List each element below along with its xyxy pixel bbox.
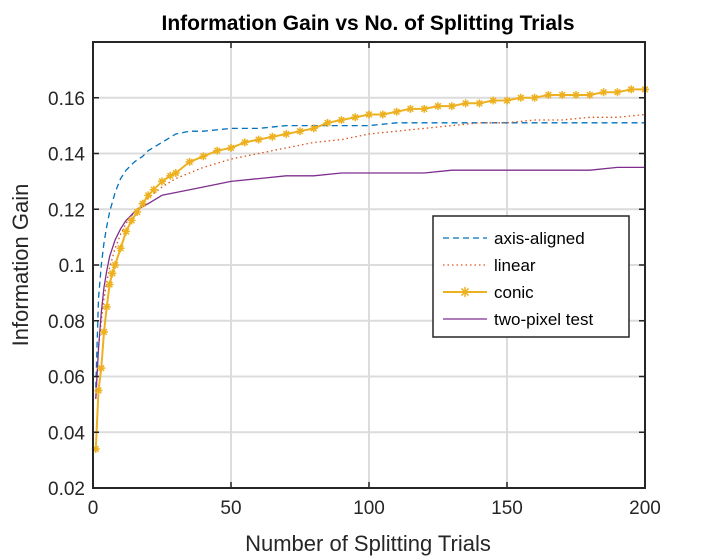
ticks: 0 50 100 150 200 0.02 0.04 0.06 0.08 0.1 0.12 0.14 0… <box>48 42 661 519</box>
data-point-conic <box>351 113 360 122</box>
data-point-conic <box>254 135 263 144</box>
data-point-conic <box>530 93 539 102</box>
data-point-conic <box>108 269 117 278</box>
x-tick-label: 50 <box>220 498 241 519</box>
data-point-conic <box>516 93 525 102</box>
legend-label-two-pixel-test: two-pixel test <box>494 310 593 329</box>
data-point-conic <box>97 364 106 373</box>
data-point-conic <box>268 132 277 141</box>
legend-items: axis-aligned linear conic two-pixel test <box>443 229 593 329</box>
data-point-conic <box>406 104 415 113</box>
data-point-conic <box>475 99 484 108</box>
chart-title: Information Gain vs No. of Splitting Tri… <box>161 12 574 35</box>
legend: axis-aligned linear conic two-pixel test <box>432 215 630 338</box>
series-line-two-pixel-test <box>95 166 645 399</box>
data-point-conic <box>158 177 166 186</box>
series-line-linear <box>95 113 646 399</box>
data-point-conic <box>102 302 111 311</box>
data-point-conic <box>144 191 153 200</box>
y-tick-label: 0.16 <box>48 89 85 110</box>
data-point-conic <box>185 157 194 166</box>
y-axis-label: Information Gain <box>8 184 33 347</box>
data-point-conic <box>365 110 373 119</box>
data-point-conic <box>138 199 147 208</box>
x-tick-label: 150 <box>491 498 523 519</box>
legend-marker-conic <box>460 287 470 297</box>
y-tick-label: 0.12 <box>48 200 85 221</box>
data-point-conic <box>122 227 131 236</box>
data-point-conic <box>323 118 332 127</box>
data-point-conic <box>503 96 511 105</box>
data-point-conic <box>337 116 346 125</box>
data-point-conic <box>447 102 456 111</box>
data-point-conic <box>613 88 622 97</box>
data-point-conic <box>127 216 136 225</box>
data-point-conic <box>171 169 180 178</box>
data-point-conic <box>111 261 120 269</box>
data-point-conic <box>240 138 249 147</box>
data-point-conic <box>100 327 109 336</box>
legend-box <box>432 215 630 338</box>
x-axis-label: Number of Splitting Trials <box>245 531 491 556</box>
series-layer <box>91 85 649 453</box>
y-tick-label: 0.06 <box>48 368 85 389</box>
data-point-conic <box>116 244 125 253</box>
legend-label-conic: conic <box>494 283 534 302</box>
series-line-conic <box>94 88 645 450</box>
data-point-conic <box>199 152 208 161</box>
data-point-conic <box>149 185 158 194</box>
legend-label-linear: linear <box>494 256 536 275</box>
legend-label-axis-aligned: axis-aligned <box>494 229 585 248</box>
data-point-conic <box>585 90 594 99</box>
x-tick-label: 100 <box>353 498 385 519</box>
data-point-conic <box>133 208 142 217</box>
y-tick-label: 0.08 <box>48 312 85 333</box>
data-point-conic <box>213 146 222 155</box>
data-point-conic <box>227 143 235 152</box>
data-point-conic <box>296 127 304 136</box>
data-point-conic <box>489 96 498 105</box>
data-point-conic <box>599 88 608 97</box>
data-point-conic <box>105 280 114 289</box>
data-point-conic <box>627 85 636 94</box>
data-point-conic <box>282 129 291 138</box>
y-tick-label: 0.02 <box>48 479 85 500</box>
data-point-conic <box>94 386 103 395</box>
data-point-conic <box>572 90 580 99</box>
x-tick-label: 0 <box>88 498 99 519</box>
data-point-conic <box>378 110 387 119</box>
y-tick-label: 0.04 <box>48 423 85 444</box>
data-point-conic <box>309 124 318 133</box>
y-tick-label: 0.14 <box>48 145 85 166</box>
data-point-conic <box>434 102 442 111</box>
data-point-conic <box>91 444 100 453</box>
data-point-conic <box>461 99 470 108</box>
y-tick-label: 0.1 <box>59 256 85 277</box>
data-point-conic <box>392 107 401 116</box>
data-point-conic <box>420 104 429 113</box>
x-tick-label: 200 <box>629 498 661 519</box>
data-point-conic <box>166 171 175 180</box>
data-point-conic <box>558 90 567 99</box>
series-line-axis-aligned <box>95 122 645 388</box>
data-point-conic <box>544 90 553 99</box>
